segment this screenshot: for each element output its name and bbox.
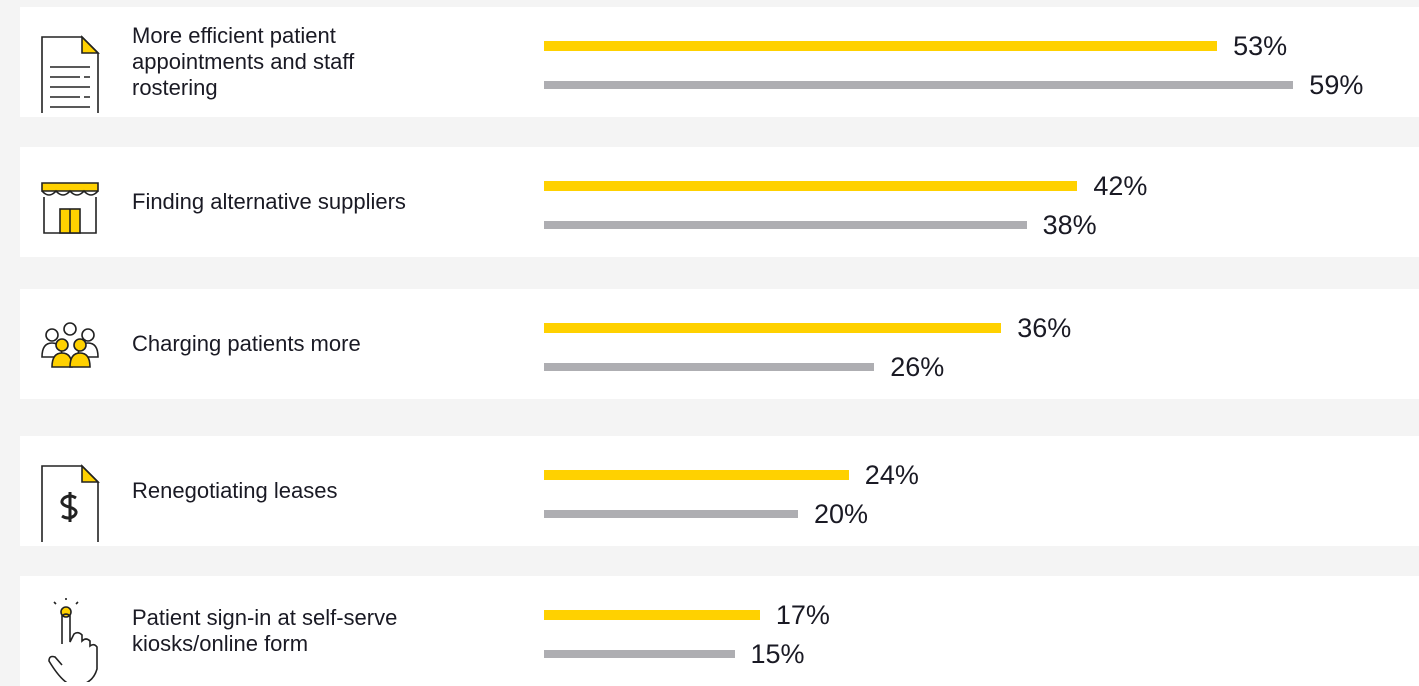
category-text: Finding alternative suppliers bbox=[132, 189, 406, 214]
row-panel: Renegotiating leases 24% 20% bbox=[20, 436, 1419, 546]
icon bbox=[41, 35, 100, 113]
bar bbox=[544, 81, 1294, 89]
value-label: 26% bbox=[890, 352, 945, 382]
value-label: 36% bbox=[1017, 313, 1072, 343]
bar bbox=[544, 510, 798, 518]
value-label: 38% bbox=[1042, 210, 1097, 240]
category-label: Renegotiating leases bbox=[132, 436, 442, 546]
icon bbox=[41, 464, 100, 542]
row-panel: Finding alternative suppliers 42% 38% bbox=[20, 147, 1419, 257]
value-label: 20% bbox=[814, 499, 869, 529]
bar bbox=[544, 470, 849, 480]
bar bbox=[544, 323, 1002, 333]
icon bbox=[48, 598, 98, 682]
category-label: Charging patients more bbox=[132, 289, 442, 399]
category-label: Patient sign-in at self-serve kiosks/onl… bbox=[132, 576, 442, 686]
icon bbox=[41, 322, 99, 368]
category-label: Finding alternative suppliers bbox=[132, 147, 442, 257]
category-text: More efficient patient appointments and … bbox=[132, 23, 355, 100]
category-text: Charging patients more bbox=[132, 331, 361, 356]
bar bbox=[544, 363, 875, 371]
bar bbox=[544, 221, 1027, 229]
row-panel: More efficient patient appointments and … bbox=[20, 7, 1419, 117]
icon bbox=[41, 182, 99, 234]
value-label: 42% bbox=[1093, 171, 1148, 201]
category-text: Patient sign-in at self-serve kiosks/onl… bbox=[132, 605, 398, 656]
bar bbox=[544, 41, 1218, 51]
value-label: 53% bbox=[1233, 31, 1288, 61]
bar bbox=[544, 181, 1078, 191]
value-label: 15% bbox=[750, 639, 805, 669]
category-label: More efficient patient appointments and … bbox=[132, 7, 442, 117]
value-label: 24% bbox=[864, 460, 919, 490]
bar bbox=[544, 610, 760, 620]
row-panel: Charging patients more 36% 26% bbox=[20, 289, 1419, 399]
bar bbox=[544, 650, 735, 658]
category-text: Renegotiating leases bbox=[132, 478, 338, 503]
row-panel: Patient sign-in at self-serve kiosks/onl… bbox=[20, 576, 1419, 686]
value-label: 17% bbox=[775, 600, 830, 630]
value-label: 59% bbox=[1309, 70, 1364, 100]
